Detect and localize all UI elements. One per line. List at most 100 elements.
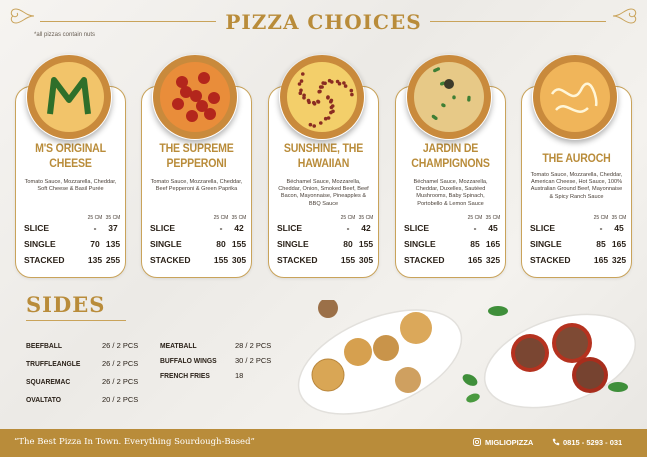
pizza-name: Jardin De Champignons xyxy=(411,141,490,170)
side-name: OVALTATO xyxy=(26,395,62,404)
price-row: STACKED 165 325 xyxy=(404,255,500,270)
sides-rule xyxy=(26,320,126,321)
price-35cm: 42 xyxy=(234,223,244,233)
size-25cm-label: 25 CM xyxy=(467,215,483,221)
side-name: MEATBALL xyxy=(160,341,197,350)
sides-plate-image xyxy=(290,298,468,415)
price-row: STACKED 155 305 xyxy=(277,255,373,270)
pizza-image xyxy=(532,54,618,140)
price-25cm: 155 xyxy=(213,255,229,265)
price-label: SINGLE xyxy=(150,239,182,249)
pizza-card: M's Original Cheese Tomato Sauce, Mozzare… xyxy=(15,86,126,278)
side-price: 26 / 2 PCS xyxy=(102,377,139,386)
price-row: SLICE - 45 xyxy=(404,223,498,238)
footer-bar: “The Best Pizza In Town. Everything Sour… xyxy=(0,429,647,457)
price-35cm: 165 xyxy=(485,239,501,249)
price-35cm: 325 xyxy=(611,255,627,265)
price-row: STACKED 155 305 xyxy=(150,255,246,270)
side-price: 26 / 2 PCS xyxy=(102,359,139,368)
pizza-card: Jardin De Champignons Béchamel Sauce, Moz… xyxy=(395,86,506,278)
footer-quote: “The Best Pizza In Town. Everything Sour… xyxy=(14,437,255,447)
page-title: PIZZA CHOICES xyxy=(225,10,422,34)
pizza-name: The Auroch xyxy=(542,151,611,165)
pizza-image xyxy=(406,54,492,140)
price-label: SINGLE xyxy=(277,239,309,249)
side-price: 28 / 2 PCS xyxy=(235,341,272,350)
price-row: SINGLE 85 165 xyxy=(530,239,626,254)
side-name: BUFFALO WINGS xyxy=(160,356,217,365)
price-label: STACKED xyxy=(24,255,65,265)
side-price: 20 / 2 PCS xyxy=(102,395,139,404)
header-rule-right xyxy=(430,21,606,22)
side-name: FRENCH FRIES xyxy=(160,371,210,380)
price-25cm: - xyxy=(219,223,223,233)
pizza-image xyxy=(279,54,365,140)
price-row: SINGLE 80 155 xyxy=(277,239,373,254)
price-label: SLICE xyxy=(150,223,176,233)
price-label: SLICE xyxy=(24,223,50,233)
ornament-left-icon xyxy=(10,8,35,24)
price-row: SLICE - 42 xyxy=(150,223,244,238)
price-35cm: 325 xyxy=(485,255,501,265)
pizza-description: Tomato Sauce, Mozzarella, Cheddar, Soft … xyxy=(24,179,117,193)
price-25cm: 70 xyxy=(90,239,100,249)
instagram-icon xyxy=(473,438,481,446)
price-35cm: 155 xyxy=(358,239,374,249)
header-rule-left xyxy=(40,21,216,22)
side-price: 26 / 2 PCS xyxy=(102,341,139,350)
price-25cm: 165 xyxy=(467,255,483,265)
pizza-description: Tomato Sauce, Mozzarella, Cheddar, Beef … xyxy=(150,179,243,193)
instagram-handle[interactable]: MIGLIOPIZZA xyxy=(485,438,534,447)
price-row: SINGLE 80 155 xyxy=(150,239,246,254)
ornament-right-icon xyxy=(612,8,637,24)
price-25cm: - xyxy=(346,223,350,233)
price-label: STACKED xyxy=(404,255,445,265)
price-35cm: 45 xyxy=(614,223,624,233)
phone-icon xyxy=(552,438,560,446)
price-label: SLICE xyxy=(530,223,556,233)
meatball-plate-image xyxy=(478,305,640,415)
side-price: 18 xyxy=(235,371,244,380)
price-row: SINGLE 70 135 xyxy=(24,239,120,254)
price-35cm: 165 xyxy=(611,239,627,249)
price-25cm: - xyxy=(93,223,97,233)
size-35cm-label: 35 CM xyxy=(611,215,627,221)
sides-title: SIDES xyxy=(26,292,106,317)
price-25cm: 165 xyxy=(593,255,609,265)
pizza-image xyxy=(152,54,238,140)
price-25cm: - xyxy=(473,223,477,233)
phone-number[interactable]: 0815 - 5293 - 031 xyxy=(563,438,623,447)
size-35cm-label: 35 CM xyxy=(485,215,501,221)
price-label: STACKED xyxy=(150,255,191,265)
price-label: STACKED xyxy=(277,255,318,265)
price-35cm: 45 xyxy=(488,223,498,233)
price-row: SINGLE 85 165 xyxy=(404,239,500,254)
side-price: 30 / 2 PCS xyxy=(235,356,272,365)
pizza-name: The Supreme Pepperoni xyxy=(159,141,234,170)
price-25cm: 85 xyxy=(470,239,480,249)
pizza-name: M's Original Cheese xyxy=(35,141,106,170)
size-25cm-label: 25 CM xyxy=(340,215,356,221)
price-row: STACKED 165 325 xyxy=(530,255,626,270)
price-35cm: 155 xyxy=(231,239,247,249)
price-25cm: 80 xyxy=(216,239,226,249)
price-label: SINGLE xyxy=(530,239,562,249)
price-label: SINGLE xyxy=(24,239,56,249)
price-35cm: 37 xyxy=(108,223,118,233)
price-row: SLICE - 42 xyxy=(277,223,371,238)
pizza-description: Béchamel Sauce, Mozzarella, Cheddar, Oni… xyxy=(278,179,369,207)
pizza-description: Tomato Sauce, Mozzarella, Cheddar, Ameri… xyxy=(530,172,623,200)
basil-leaf-image xyxy=(455,368,485,408)
price-35cm: 42 xyxy=(361,223,371,233)
size-35cm-label: 35 CM xyxy=(231,215,247,221)
size-25cm-label: 25 CM xyxy=(593,215,609,221)
size-35cm-label: 35 CM xyxy=(358,215,374,221)
price-35cm: 305 xyxy=(231,255,247,265)
nuts-note: *all pizzas contain nuts xyxy=(34,32,96,38)
pizza-name: Sunshine, The Hawaiian xyxy=(283,141,364,170)
price-25cm: 85 xyxy=(596,239,606,249)
pizza-description: Béchamel Sauce, Mozzarella, Cheddar, Dux… xyxy=(413,179,488,207)
price-row: STACKED 135 255 xyxy=(24,255,120,270)
pizza-image xyxy=(26,54,112,140)
price-35cm: 305 xyxy=(358,255,374,265)
